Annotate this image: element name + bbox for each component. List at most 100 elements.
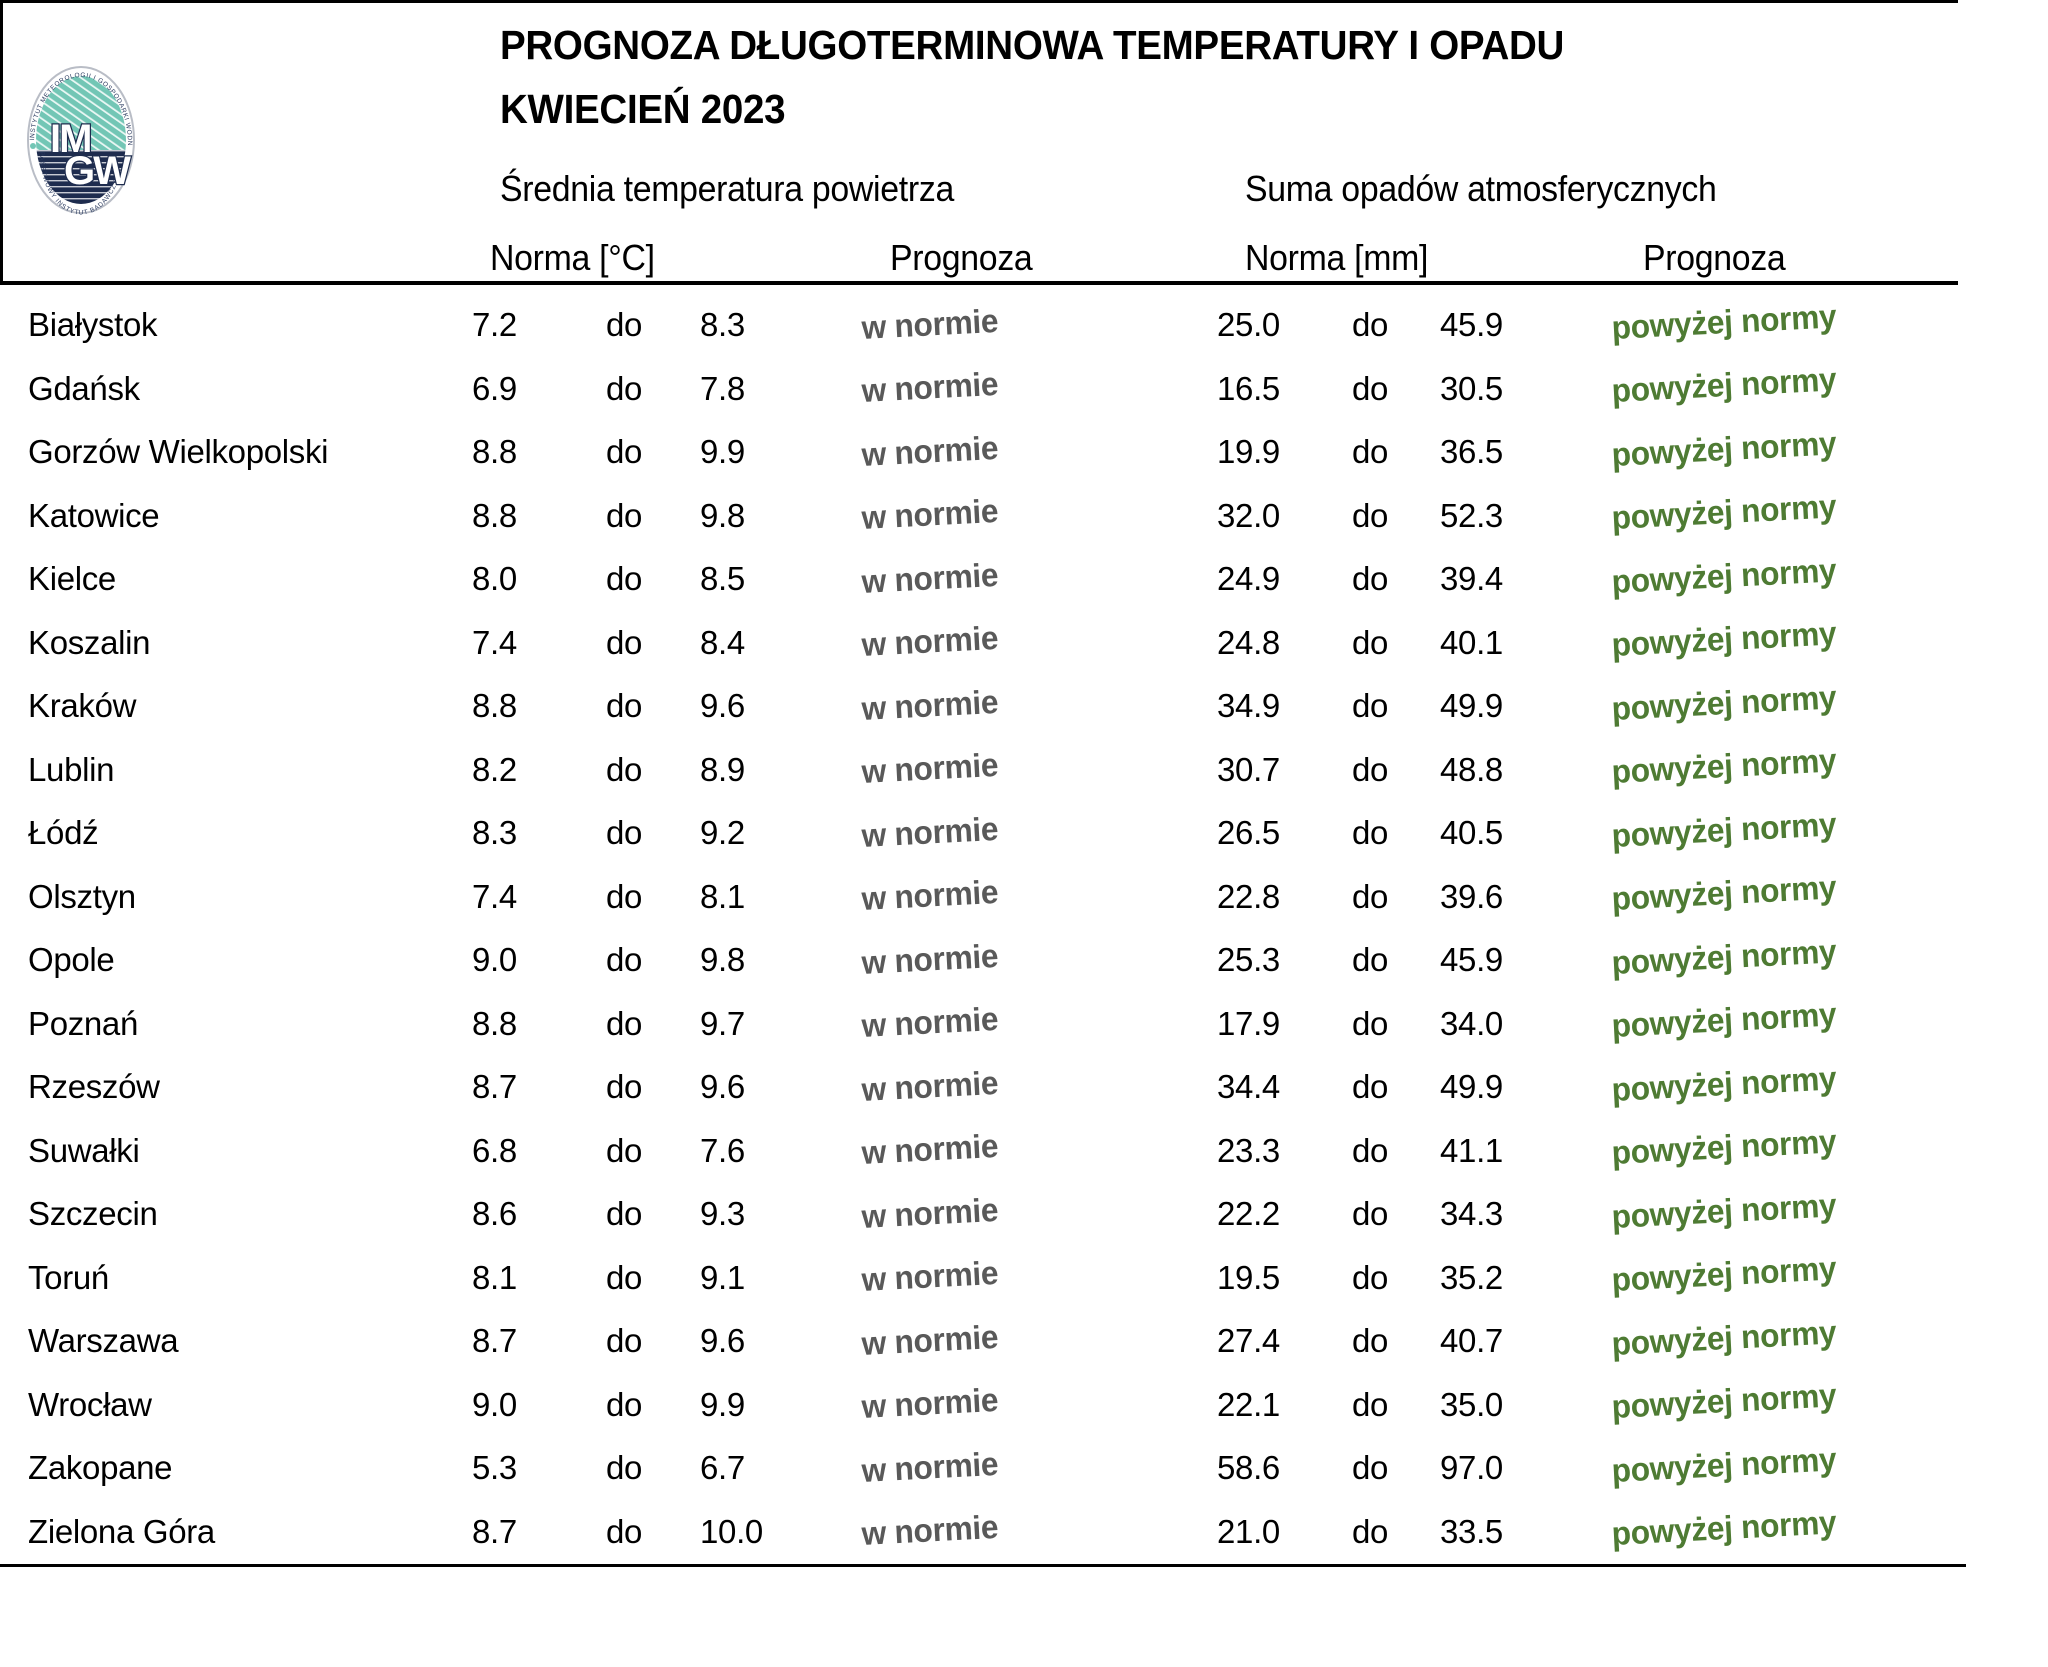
temp-forecast-cell: w normie bbox=[861, 1119, 1217, 1183]
precip-min: 17.9 bbox=[1217, 1004, 1280, 1042]
table-body: Białystok 7.2 do 8.3 w normie 25.0 do 45.9 powyż… bbox=[0, 293, 2048, 1563]
city-name: Kraków bbox=[28, 687, 137, 724]
city-name: Białystok bbox=[28, 306, 158, 343]
temp-forecast-label: w normie bbox=[860, 1063, 1000, 1108]
temp-forecast-label: w normie bbox=[860, 873, 1000, 918]
city-name: Gorzów Wielkopolski bbox=[28, 433, 329, 470]
precipitation-section-header: Suma opadów atmosferycznych bbox=[1245, 168, 1717, 209]
city-name: Wrocław bbox=[28, 1385, 152, 1423]
precip-min: 22.8 bbox=[1217, 877, 1280, 915]
temp-forecast-cell: w normie bbox=[861, 1309, 1217, 1373]
precip-forecast-cell: powyżej normy bbox=[1611, 801, 2048, 865]
temp-min: 8.7 bbox=[472, 1068, 517, 1105]
temp-forecast-cell: w normie bbox=[861, 928, 1217, 992]
temp-max: 9.3 bbox=[700, 1195, 745, 1232]
temp-forecast-label: w normie bbox=[860, 365, 1000, 410]
precip-min: 34.9 bbox=[1217, 687, 1280, 724]
temp-min: 8.0 bbox=[472, 560, 517, 597]
precip-max: 36.5 bbox=[1440, 433, 1503, 470]
precip-min: 19.5 bbox=[1217, 1258, 1280, 1296]
city-name: Suwałki bbox=[28, 1131, 140, 1169]
temp-max: 8.4 bbox=[700, 623, 745, 661]
range-separator: do bbox=[1352, 1322, 1389, 1359]
range-separator: do bbox=[1352, 1195, 1389, 1232]
precip-min: 32.0 bbox=[1217, 496, 1280, 534]
precip-forecast-cell: powyżej normy bbox=[1611, 1436, 2048, 1500]
range-separator: do bbox=[1352, 560, 1389, 597]
temp-min: 8.8 bbox=[472, 433, 517, 470]
temp-max: 9.8 bbox=[700, 496, 745, 534]
temp-min: 8.7 bbox=[472, 1512, 517, 1550]
range-separator: do bbox=[606, 750, 643, 788]
precip-max: 39.4 bbox=[1440, 560, 1503, 597]
temp-max: 7.8 bbox=[700, 369, 745, 407]
precip-forecast-cell: powyżej normy bbox=[1611, 992, 2048, 1056]
temp-forecast-cell: w normie bbox=[860, 865, 1217, 929]
table-row: Zielona Góra 8.7 do 10.0 w normie 21.0 do 33.5 p… bbox=[0, 1500, 2048, 1564]
range-separator: do bbox=[1352, 623, 1389, 661]
precip-max: 34.3 bbox=[1440, 1195, 1503, 1232]
precip-forecast-label: powyżej normy bbox=[1610, 1249, 1838, 1299]
temp-forecast-label: w normie bbox=[860, 809, 1000, 854]
temp-forecast-label: w normie bbox=[860, 1444, 1000, 1489]
table-row: Wrocław 9.0 do 9.9 w normie 22.1 do 35.0 powyżej… bbox=[0, 1373, 2048, 1437]
range-separator: do bbox=[606, 1195, 643, 1232]
precip-max: 39.6 bbox=[1440, 877, 1503, 915]
precip-min: 34.4 bbox=[1217, 1068, 1280, 1105]
temp-forecast-cell: w normie bbox=[860, 1055, 1217, 1119]
temp-forecast-label: w normie bbox=[860, 492, 1000, 537]
precip-max: 45.9 bbox=[1440, 941, 1503, 978]
temp-max: 6.7 bbox=[700, 1449, 745, 1486]
range-separator: do bbox=[1352, 1068, 1389, 1105]
precip-max: 40.1 bbox=[1440, 623, 1503, 661]
temp-max: 8.9 bbox=[700, 750, 745, 788]
city-name: Katowice bbox=[28, 496, 160, 534]
left-edge-rule bbox=[0, 0, 3, 284]
precip-forecast-cell: powyżej normy bbox=[1611, 1119, 2048, 1183]
precip-max: 97.0 bbox=[1440, 1449, 1503, 1486]
temp-min: 9.0 bbox=[472, 1385, 517, 1423]
precip-min: 23.3 bbox=[1217, 1131, 1280, 1169]
table-row: Łódź 8.3 do 9.2 w normie 26.5 do 40.5 powyżej no… bbox=[0, 801, 2048, 865]
table-row: Toruń 8.1 do 9.1 w normie 19.5 do 35.2 powyżej n… bbox=[0, 1246, 2048, 1310]
range-separator: do bbox=[1352, 687, 1389, 724]
city-name: Koszalin bbox=[28, 623, 151, 661]
precip-min: 21.0 bbox=[1217, 1512, 1280, 1550]
temp-min: 8.8 bbox=[472, 496, 517, 534]
precip-max: 48.8 bbox=[1440, 750, 1503, 788]
logo-letters-im: IM bbox=[50, 117, 90, 161]
precip-forecast-label: powyżej normy bbox=[1610, 1376, 1838, 1426]
table-row: Białystok 7.2 do 8.3 w normie 25.0 do 45.9 powyż… bbox=[0, 293, 2048, 357]
precip-forecast-cell: powyżej normy bbox=[1610, 1373, 2048, 1437]
temp-forecast-cell: w normie bbox=[860, 484, 1217, 548]
logo-letters-gw: GW bbox=[64, 149, 131, 193]
temp-forecast-label: w normie bbox=[860, 555, 1000, 600]
temp-min: 8.8 bbox=[472, 687, 517, 724]
precip-forecast-cell: powyżej normy bbox=[1611, 865, 2048, 929]
precip-max: 34.0 bbox=[1440, 1004, 1503, 1042]
temp-min: 9.0 bbox=[472, 941, 517, 978]
range-separator: do bbox=[606, 433, 643, 470]
table-row: Zakopane 5.3 do 6.7 w normie 58.6 do 97.0 powyże… bbox=[0, 1436, 2048, 1500]
temp-forecast-cell: w normie bbox=[861, 992, 1217, 1056]
precip-forecast-cell: powyżej normy bbox=[1610, 420, 2048, 484]
city-name: Kielce bbox=[28, 560, 116, 597]
temp-min: 6.8 bbox=[472, 1131, 517, 1169]
table-row: Katowice 8.8 do 9.8 w normie 32.0 do 52.3 powyże… bbox=[0, 484, 2048, 548]
precip-prognoza-column-header: Prognoza bbox=[1643, 237, 1786, 278]
precip-max: 49.9 bbox=[1440, 687, 1503, 724]
precip-forecast-label: powyżej normy bbox=[1610, 424, 1838, 473]
temp-max: 9.6 bbox=[700, 1322, 745, 1359]
precip-forecast-label: powyżej normy bbox=[1610, 487, 1838, 537]
range-separator: do bbox=[1352, 1512, 1389, 1550]
temperature-section-header: Średnia temperatura powietrza bbox=[500, 168, 955, 209]
precip-min: 22.2 bbox=[1217, 1195, 1280, 1232]
temp-max: 10.0 bbox=[700, 1512, 763, 1550]
temp-forecast-cell: w normie bbox=[861, 420, 1217, 484]
imgw-logo: INSTYTUT METEOROLOGII I GOSPODARKI WODNE… bbox=[26, 66, 135, 216]
table-row: Poznań 8.8 do 9.7 w normie 17.9 do 34.0 powyżej … bbox=[0, 992, 2048, 1056]
precip-forecast-label: powyżej normy bbox=[1610, 1059, 1838, 1108]
precip-forecast-cell: powyżej normy bbox=[1611, 547, 2048, 611]
precip-forecast-label: powyżej normy bbox=[1610, 1186, 1838, 1235]
bottom-rule bbox=[0, 1564, 1966, 1567]
